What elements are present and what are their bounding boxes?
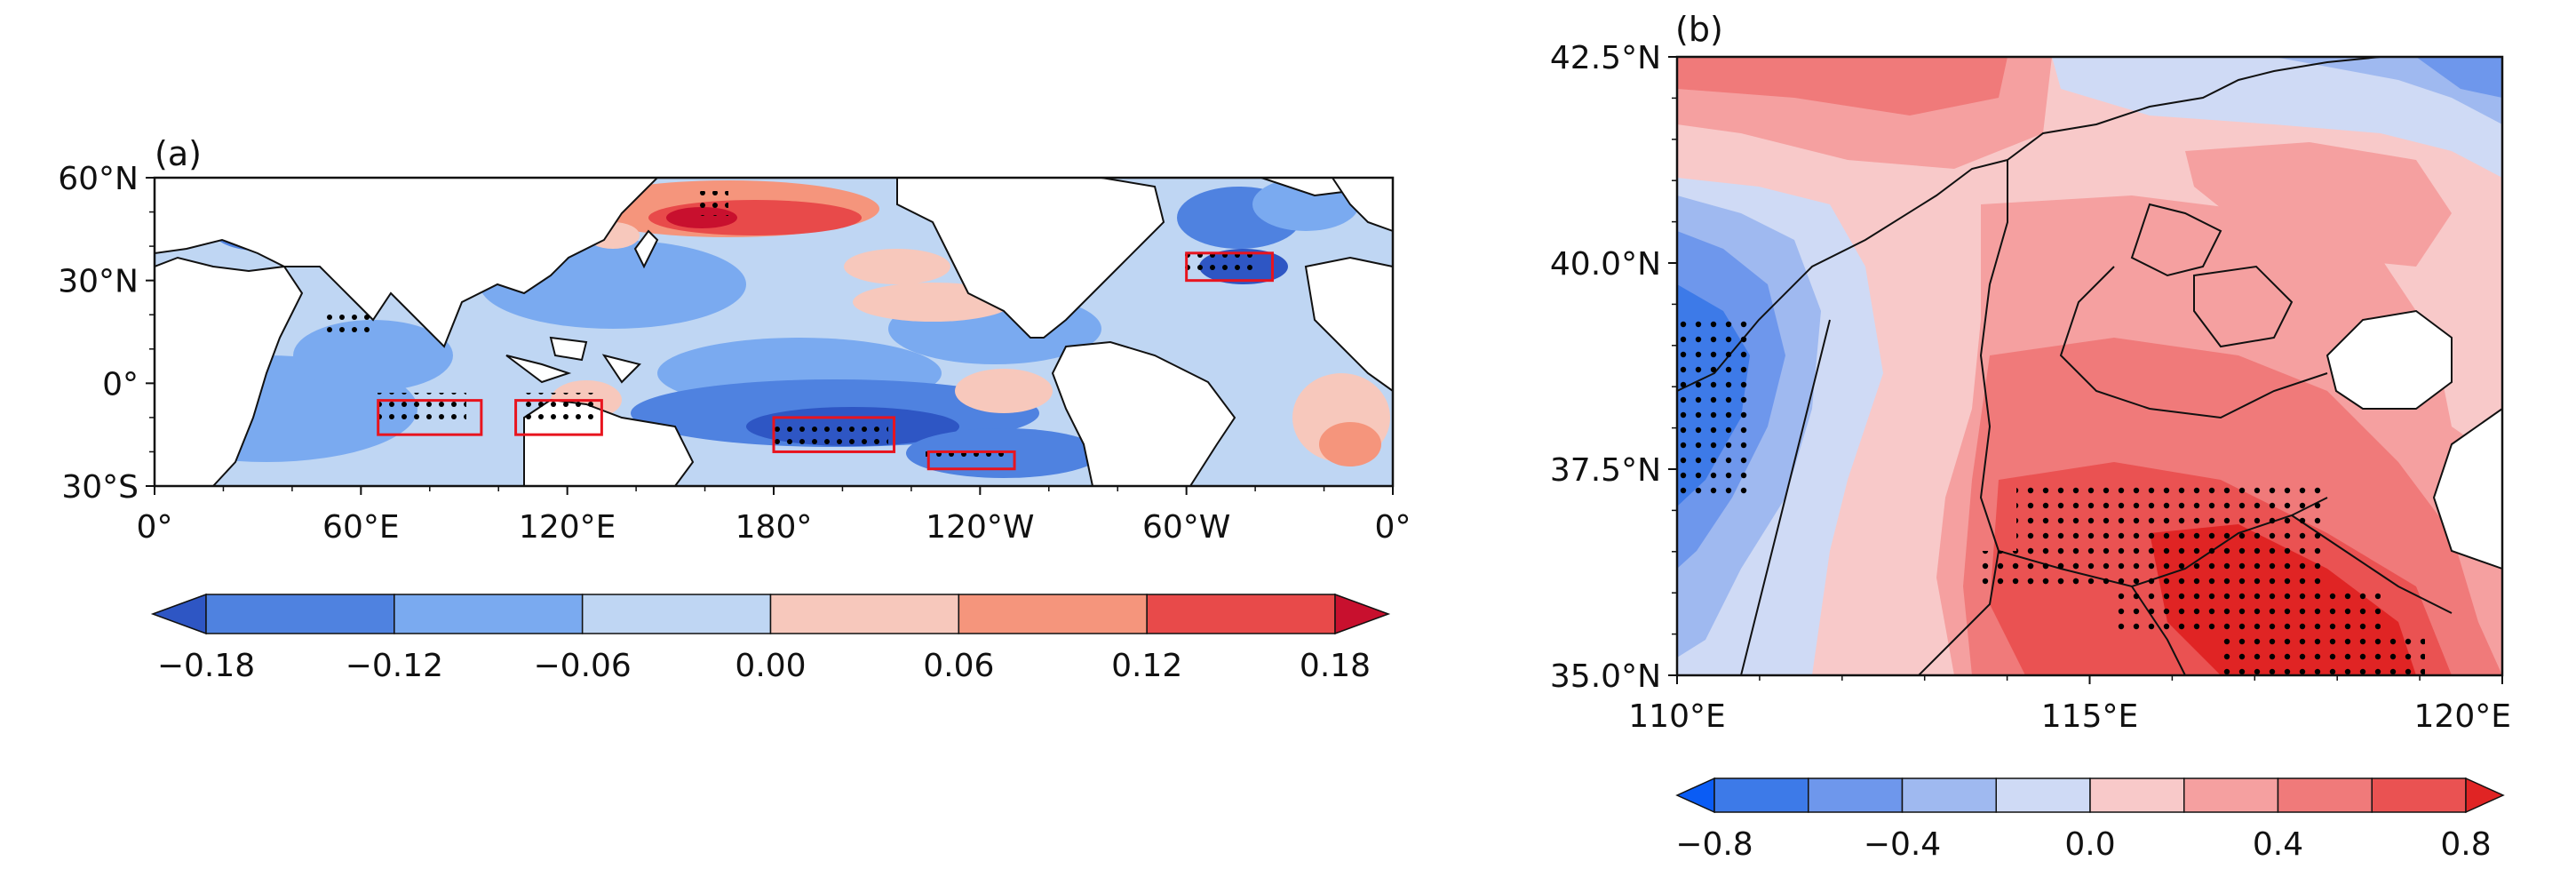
lon-tick-label: 110°E [1628,698,1725,735]
colorbar-tick-label: −0.8 [1675,826,1753,863]
colorbar-segment [1713,777,1809,813]
colorbar-tick-label: 0.18 [1300,648,1371,684]
colorbar-tick-label: −0.12 [346,648,443,684]
lat-tick-label: 37.5°N [1550,452,1661,489]
lon-tick-label: 0° [137,509,173,546]
lon-tick-label: 115°E [2041,698,2138,735]
lon-tick-label: 120°W [926,509,1034,546]
lon-tick-label: 120°E [2414,698,2511,735]
colorbar-tick-label: −0.06 [534,648,632,684]
key-region-box [926,450,1016,471]
colorbar-extend-high [2465,777,2505,814]
colorbar-tick-label: 0.12 [1111,648,1182,684]
colorbar-extend-high [1334,593,1391,635]
lat-tick-label: 60°N [58,161,139,197]
colorbar-tick-label: 0.0 [2064,826,2115,863]
yellow-sea [2432,407,2502,570]
colorbar-tick-label: 0.4 [2253,826,2303,863]
lon-tick-label: 60°W [1142,509,1230,546]
lon-tick-label: 60°E [322,509,400,546]
lat-tick-label: 42.5°N [1550,40,1661,76]
panel-b: (b) [1550,10,2511,863]
key-region-box [377,399,483,436]
colorbar-tick-label: 0.06 [923,648,994,684]
lat-tick-label: 30°N [58,264,139,300]
panel-a-label: (a) [155,134,202,173]
colorbar-segment [1901,777,1997,813]
colorbar-segment [581,594,772,634]
panel-a-axes: 60°N30°N0°30°S0° 60°E 120°E 180° 120°W 60°W 0° [58,161,1411,546]
lat-tick-label: 0° [102,366,139,403]
key-region-box [1185,251,1274,283]
bohai-sea [2326,309,2453,410]
colorbar-segment [769,594,960,634]
colorbar-segment [2277,777,2373,813]
colorbar-tick-label: −0.18 [157,648,255,684]
key-region-box [772,416,896,453]
key-region-box [514,399,603,436]
colorbar-a: −0.18 −0.12 −0.06 0.00 0.06 0.12 0.18 [150,593,1391,684]
colorbar-b: −0.8 −0.4 0.0 0.4 0.8 [1675,777,2505,863]
panel-a-map [155,178,1393,486]
panel-b-map [1677,57,2502,675]
panel-a: (a) [58,134,1411,684]
lon-tick-label: 120°E [519,509,616,546]
colorbar-extend-low [150,593,207,635]
colorbar-tick-label: −0.4 [1864,826,1941,863]
lat-tick-label: 40.0°N [1550,246,1661,283]
colorbar-segment [1146,594,1336,634]
colorbar-segment [2089,777,2185,813]
colorbar-segment [394,594,584,634]
significance-dots-b [1679,320,2425,675]
colorbar-segment [1808,777,1904,813]
colorbar-tick-label: 0.00 [735,648,806,684]
lon-tick-label: 0° [1375,509,1411,546]
colorbar-segment [958,594,1148,634]
colorbar-segment [2183,777,2279,813]
panel-b-label: (b) [1675,10,1723,49]
colorbar-tick-label: 0.8 [2440,826,2491,863]
lat-tick-label: 30°S [61,469,139,506]
colorbar-segment [205,594,395,634]
lon-tick-label: 180° [735,509,813,546]
colorbar-segment [2371,777,2467,813]
key-region-boxes [377,251,1274,471]
significance-dots-a [320,191,1257,464]
colorbar-segment [1995,777,2091,813]
landmass-a [155,178,1393,486]
colorbar-extend-low [1675,777,1715,814]
lat-tick-label: 35.0°N [1550,658,1661,695]
